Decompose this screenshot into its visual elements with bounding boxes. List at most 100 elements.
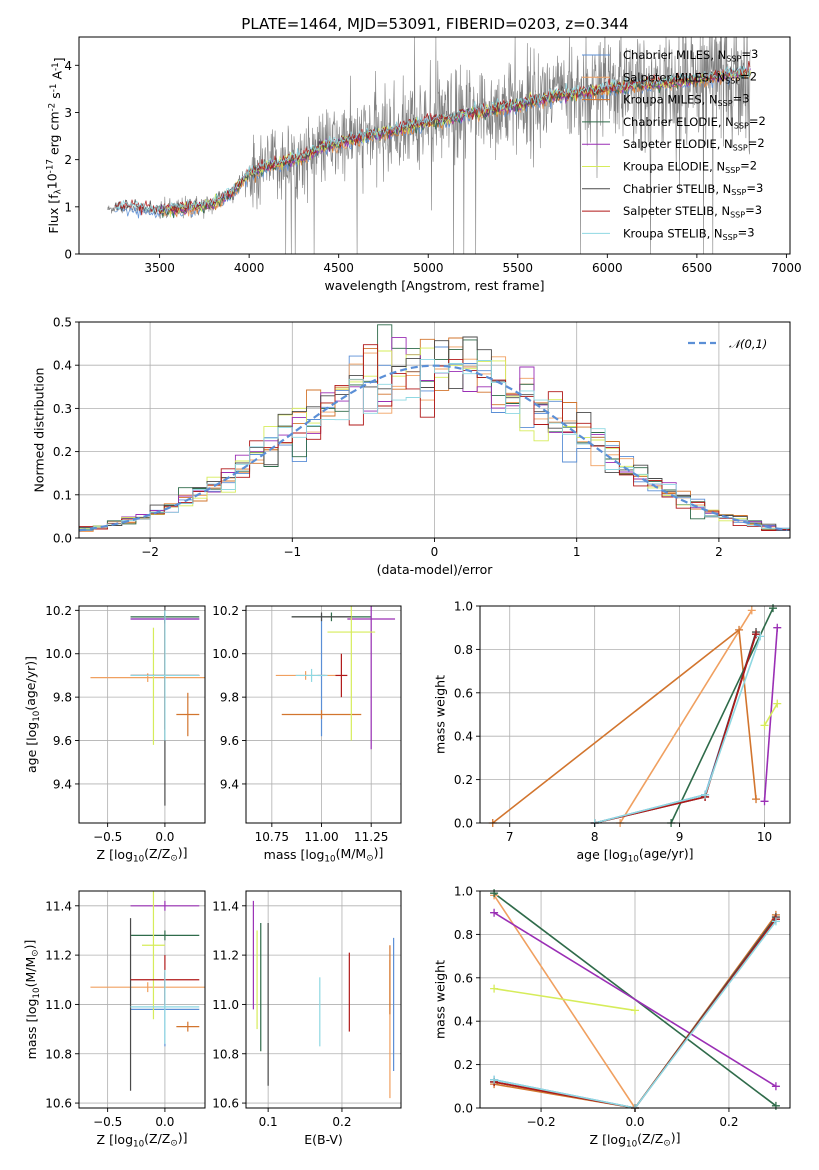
mw-vs-age-xtick-label-3: 10 xyxy=(757,830,772,844)
spectrum-xtick-label-7: 7000 xyxy=(771,261,802,275)
mass-vs-EBV-ytick-label-1: 10.8 xyxy=(212,1047,239,1061)
residuals-hist-8 xyxy=(79,359,790,530)
mass-vs-Z-errorbar-1 xyxy=(90,982,205,993)
spectrum-plot-area xyxy=(107,37,751,254)
mw-vs-age-ytick-label-3: 0.6 xyxy=(454,686,473,700)
mw-vs-Z-ytick-label-5: 1.0 xyxy=(454,885,473,899)
mw-vs-Z-axes: −0.2 0.0 0.2 0.0 0.2 0.4 0.6 0.8 1.0 Z [log10​(Z/… xyxy=(432,885,791,1150)
mw-vs-Z-plot-area xyxy=(493,892,777,1108)
mw-vs-Z-marker-4-0 xyxy=(490,908,499,917)
age-vs-Z-xtick-label-0: −0.5 xyxy=(93,830,122,844)
age-vs-Z-ytick-label-2: 9.8 xyxy=(53,691,72,705)
age-vs-Z-plot-area xyxy=(90,606,205,806)
mass-vs-Z-ytick-label-0: 10.6 xyxy=(45,1097,72,1111)
age-vs-Z-ytick-label-4: 10.2 xyxy=(45,604,72,618)
age-vs-Z-errorbar-8 xyxy=(130,610,200,741)
age-vs-mass-axes: 10.75 11.00 11.25 9.4 9.6 9.8 10.0 10.2 mass [lo… xyxy=(212,604,402,865)
residuals-ytick-label-1: 0.1 xyxy=(53,488,72,502)
age-vs-mass-errorbar-2 xyxy=(281,710,362,719)
mw-vs-age-line-1 xyxy=(619,609,753,823)
mw-vs-Z-ytick-label-1: 0.2 xyxy=(454,1058,473,1072)
mw-vs-age-marker-8-1 xyxy=(701,790,710,799)
age-vs-Z-frame xyxy=(78,605,206,824)
mw-vs-Z-xtick-label-0: −0.2 xyxy=(526,1115,555,1129)
age-vs-mass-ytick-label-3: 10.0 xyxy=(212,647,239,661)
age-vs-mass-xtick-label-1: 11.00 xyxy=(304,830,338,844)
mw-vs-age-plot-area xyxy=(492,607,779,823)
mass-vs-Z-xtick-label-0: −0.5 xyxy=(93,1115,122,1129)
residuals-ytick-label-5: 0.5 xyxy=(53,316,72,330)
age-vs-Z-xlabel: Z [log10​(Z/Z⊙​)] xyxy=(97,845,188,865)
spectrum-legend-label-0: Chabrier MILES, NSSP​=3 xyxy=(623,47,758,63)
mw-vs-age-marker-2-1 xyxy=(735,625,744,634)
spectrum-model-line-8 xyxy=(114,64,751,215)
mass-vs-EBV-ytick-label-4: 11.4 xyxy=(212,899,239,913)
mw-vs-Z-line-2 xyxy=(493,914,777,1108)
age-vs-mass-xtick-label-2: 11.25 xyxy=(354,830,388,844)
mw-vs-age-line-0 xyxy=(594,633,757,823)
spectrum-xtick-label-5: 6000 xyxy=(592,261,623,275)
mass-vs-Z-errorbar-3 xyxy=(130,930,200,941)
mw-vs-Z-marker-8-0 xyxy=(490,1075,499,1084)
mw-vs-age-xtick-label-0: 7 xyxy=(506,830,514,844)
spectrum-xtick-label-3: 5000 xyxy=(413,261,444,275)
mass-vs-Z-ytick-label-3: 11.2 xyxy=(45,949,72,963)
residuals-legend: 𝒩(0,1) xyxy=(688,337,767,351)
residuals-xtick-label-4: 2 xyxy=(715,545,723,559)
figure-title: PLATE=1464, MJD=53091, FIBERID=0203, z=0… xyxy=(241,15,628,33)
residuals-xtick-label-1: −1 xyxy=(283,545,301,559)
mw-vs-Z-line-5 xyxy=(493,987,636,1012)
mw-vs-Z-line-7 xyxy=(493,918,777,1108)
mw-vs-age-frame xyxy=(479,605,791,824)
age-vs-Z-errorbar-2 xyxy=(176,692,200,737)
spectrum-legend-label-7: Salpeter STELIB, NSSP​=3 xyxy=(623,203,762,219)
residuals-xtick-label-2: 0 xyxy=(431,545,439,559)
mass-vs-Z-frame xyxy=(78,890,206,1109)
mass-vs-EBV-axes: 0.1 0.2 10.6 10.8 11.0 11.2 11.4 E(B-V) xyxy=(212,890,402,1147)
spectrum-ytick-label-3: 3 xyxy=(64,106,72,120)
age-vs-mass-errorbar-7 xyxy=(335,653,348,698)
mw-vs-age-marker-3-1 xyxy=(769,604,778,613)
age-vs-mass-plot-area xyxy=(275,606,396,750)
mass-vs-EBV-ytick-label-2: 11.0 xyxy=(212,998,239,1012)
mw-vs-age-line-3 xyxy=(670,607,774,823)
mw-vs-Z-xtick-label-1: 0.0 xyxy=(625,1115,644,1129)
mass-vs-Z-errorbar-4 xyxy=(130,900,200,911)
spectrum-xlabel: wavelength [Angstrom, rest frame] xyxy=(324,278,544,293)
residuals-ylabel: Normed distribution xyxy=(31,368,46,493)
age-vs-Z-axes: −0.5 0.0 9.4 9.6 9.8 10.0 10.2 Z [log10​(Z/Z⊙​)… xyxy=(23,604,206,865)
age-vs-mass-ytick-label-1: 9.6 xyxy=(220,734,239,748)
residuals-axes: 𝒩(0,1) −2 −1 0 1 2 0.0 0.1 0.2 0.3 0.4 0.5 (data-mod… xyxy=(31,316,791,577)
mw-vs-age-ytick-label-5: 1.0 xyxy=(454,600,473,614)
mw-vs-Z-xlabel: Z [log10​(Z/Z⊙​)] xyxy=(590,1130,681,1150)
mass-vs-Z-errorbar-8 xyxy=(130,969,200,1044)
age-vs-mass-xlabel: mass [log10​(M/M⊙​)] xyxy=(264,845,384,865)
age-vs-mass-errorbar-4 xyxy=(347,606,396,750)
spectrum-legend-label-3: Chabrier ELODIE, NSSP​=2 xyxy=(623,114,766,130)
age-vs-mass-frame xyxy=(245,605,402,824)
mw-vs-age-marker-5-0 xyxy=(760,721,769,730)
mw-vs-age-marker-7-2 xyxy=(752,630,761,639)
mw-vs-Z-line-8 xyxy=(493,920,777,1108)
mw-vs-Z-ytick-label-0: 0.0 xyxy=(454,1102,473,1116)
mw-vs-Z-marker-5-0 xyxy=(490,984,499,993)
spectrum-frame xyxy=(78,36,791,255)
residuals-xtick-label-0: −2 xyxy=(141,545,159,559)
mass-vs-Z-ylabel: mass [log10​(M/M⊙​)] xyxy=(22,940,42,1060)
age-vs-Z-ytick-label-0: 9.4 xyxy=(53,777,72,791)
mw-vs-Z-ytick-label-2: 0.4 xyxy=(454,1015,473,1029)
mw-vs-age-marker-2-2 xyxy=(752,795,761,804)
spectrum-xtick-label-6: 6500 xyxy=(682,261,713,275)
mass-vs-Z-ytick-label-4: 11.4 xyxy=(45,899,72,913)
spectrum-xtick-label-0: 3500 xyxy=(144,261,175,275)
mass-vs-EBV-ytick-label-3: 11.2 xyxy=(212,949,239,963)
mw-vs-age-marker-5-1 xyxy=(773,699,782,708)
residuals-xtick-label-3: 1 xyxy=(573,545,581,559)
mass-vs-Z-xlabel: Z [log10​(Z/Z⊙​)] xyxy=(97,1130,188,1150)
age-vs-mass-errorbar-5 xyxy=(327,606,376,741)
mw-vs-age-xtick-label-2: 9 xyxy=(676,830,684,844)
spectrum-ytick-label-1: 1 xyxy=(64,200,72,214)
spectrum-ylabel: Flux [fλ​10-17​ erg cm-2​ s-1​ A-1​] xyxy=(45,57,67,233)
mw-vs-Z-marker-5-1 xyxy=(631,1006,639,1015)
